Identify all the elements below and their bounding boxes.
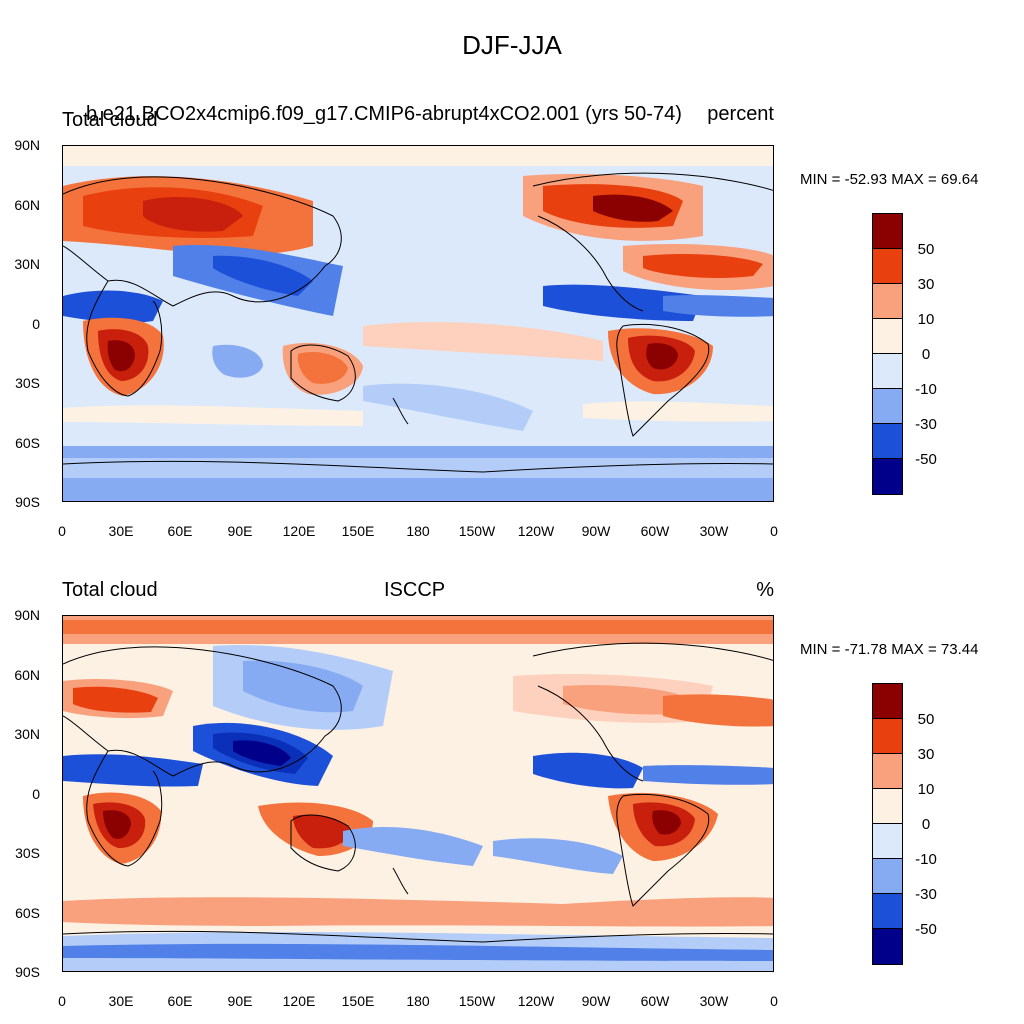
colorbar-label: 50	[917, 711, 935, 728]
colorbar-label: 50	[917, 241, 935, 258]
map-plot	[63, 146, 773, 501]
colorbar-swatch	[873, 319, 902, 354]
colorbar-label: -30	[915, 886, 937, 903]
lat-label-30n: 30N	[14, 256, 40, 272]
lon-label-150w: 150W	[458, 993, 496, 1009]
map-plot	[63, 616, 773, 971]
colorbar-label: -10	[915, 381, 937, 398]
lon-label-60w: 60W	[640, 993, 670, 1009]
panel-center-title: ISCCP	[384, 579, 446, 601]
lon-label-120w: 120W	[517, 523, 555, 539]
lon-label-120w: 120W	[517, 993, 555, 1009]
colorbar-label: -50	[915, 921, 937, 938]
lon-label-180: 180	[406, 523, 430, 539]
lon-label-30e: 30E	[108, 993, 134, 1009]
colorbar-swatch	[873, 754, 902, 789]
colorbar-swatch	[873, 354, 902, 389]
lon-label-0: 0	[58, 523, 66, 539]
colorbar	[872, 213, 903, 495]
lon-label-90w: 90W	[581, 993, 611, 1009]
panel-center-title: b.e21.BCO2x4cmip6.f09_g17.CMIP6-abrupt4x…	[86, 103, 682, 125]
lon-label-30w: 30W	[699, 993, 729, 1009]
colorbar-swatch	[873, 684, 902, 719]
lon-label-120e: 120E	[282, 993, 316, 1009]
lon-label-60e: 60E	[167, 993, 193, 1009]
lat-label-90n: 90N	[14, 607, 40, 623]
colorbar-swatch	[873, 214, 902, 249]
colorbar-swatch	[873, 719, 902, 754]
panel-left-title: Total cloud	[62, 109, 158, 131]
colorbar-swatch	[873, 284, 902, 319]
lon-label-0-end: 0	[770, 523, 778, 539]
colorbar-swatch	[873, 789, 902, 824]
colorbar-label: 30	[917, 746, 935, 763]
lat-label-0: 0	[32, 316, 40, 332]
colorbar	[872, 683, 903, 965]
lon-label-0-end: 0	[770, 993, 778, 1009]
colorbar-label: 0	[921, 816, 931, 833]
lon-label-30w: 30W	[699, 523, 729, 539]
figure-title: DJF-JJA	[462, 30, 562, 60]
colorbar-label: 10	[917, 781, 935, 798]
colorbar-swatch	[873, 824, 902, 859]
lon-label-90e: 90E	[227, 993, 253, 1009]
lon-label-90e: 90E	[227, 523, 253, 539]
panel-right-title: %	[756, 579, 774, 601]
lat-label-90s: 90S	[15, 964, 40, 980]
lon-label-180: 180	[406, 993, 430, 1009]
colorbar-swatch	[873, 929, 902, 964]
lon-label-150e: 150E	[341, 993, 375, 1009]
lat-label-90n: 90N	[14, 137, 40, 153]
lon-label-90w: 90W	[581, 523, 611, 539]
panel-left-title: Total cloud	[62, 579, 158, 601]
lat-label-60n: 60N	[14, 667, 40, 683]
colorbar-swatch	[873, 249, 902, 284]
lon-label-30e: 30E	[108, 523, 134, 539]
colorbar-swatch	[873, 859, 902, 894]
min-max-label: MIN = -52.93 MAX = 69.64	[800, 171, 979, 188]
colorbar-label: 10	[917, 311, 935, 328]
colorbar-swatch	[873, 459, 902, 494]
colorbar-label: 30	[917, 276, 935, 293]
colorbar-label: -10	[915, 851, 937, 868]
min-max-label: MIN = -71.78 MAX = 73.44	[800, 641, 979, 658]
lat-label-0: 0	[32, 786, 40, 802]
colorbar-label: 0	[921, 346, 931, 363]
cloud-difference-map	[62, 145, 774, 502]
colorbar-swatch	[873, 389, 902, 424]
lon-label-150w: 150W	[458, 523, 496, 539]
lat-label-90s: 90S	[15, 494, 40, 510]
lat-label-60s: 60S	[15, 435, 40, 451]
lon-label-60e: 60E	[167, 523, 193, 539]
lon-label-60w: 60W	[640, 523, 670, 539]
colorbar-swatch	[873, 894, 902, 929]
panel-right-title: percent	[707, 103, 774, 125]
lon-label-120e: 120E	[282, 523, 316, 539]
lat-label-60s: 60S	[15, 905, 40, 921]
lat-label-30s: 30S	[15, 375, 40, 391]
cloud-difference-map	[62, 615, 774, 972]
lon-label-0: 0	[58, 993, 66, 1009]
lon-label-150e: 150E	[341, 523, 375, 539]
colorbar-label: -30	[915, 416, 937, 433]
colorbar-swatch	[873, 424, 902, 459]
lat-label-30s: 30S	[15, 845, 40, 861]
lat-label-30n: 30N	[14, 726, 40, 742]
lat-label-60n: 60N	[14, 197, 40, 213]
colorbar-label: -50	[915, 451, 937, 468]
